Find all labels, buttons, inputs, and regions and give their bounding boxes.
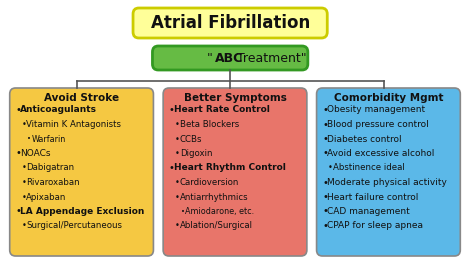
- Text: Atrial Fibrillation: Atrial Fibrillation: [151, 14, 310, 32]
- FancyBboxPatch shape: [153, 46, 308, 70]
- Text: Blood pressure control: Blood pressure control: [327, 120, 429, 129]
- Text: ": ": [207, 52, 213, 64]
- Text: •: •: [322, 134, 328, 144]
- Text: •: •: [175, 193, 180, 202]
- Text: •: •: [322, 119, 328, 130]
- Text: •: •: [322, 206, 328, 217]
- Text: •: •: [175, 178, 180, 187]
- Text: CAD management: CAD management: [327, 207, 410, 216]
- Text: Rivaroxaban: Rivaroxaban: [26, 178, 80, 187]
- Text: •: •: [175, 120, 180, 129]
- Text: Heart Rate Control: Heart Rate Control: [174, 106, 270, 114]
- Text: •: •: [328, 164, 333, 172]
- Text: Obesity management: Obesity management: [327, 106, 425, 114]
- Text: Avoid excessive alcohol: Avoid excessive alcohol: [327, 149, 435, 158]
- Text: CPAP for sleep apnea: CPAP for sleep apnea: [327, 222, 423, 231]
- Text: Cardioversion: Cardioversion: [180, 178, 239, 187]
- Text: Amiodarone, etc.: Amiodarone, etc.: [185, 207, 255, 216]
- FancyBboxPatch shape: [317, 88, 460, 256]
- Text: •: •: [21, 178, 26, 187]
- FancyBboxPatch shape: [163, 88, 307, 256]
- Text: Ablation/Surgical: Ablation/Surgical: [180, 222, 253, 231]
- Text: CCBs: CCBs: [180, 135, 202, 143]
- Text: ABC: ABC: [215, 52, 243, 64]
- Text: •: •: [169, 163, 175, 173]
- Text: Heart Rhythm Control: Heart Rhythm Control: [174, 164, 286, 172]
- Text: •: •: [322, 105, 328, 115]
- Text: •: •: [21, 120, 26, 129]
- Text: Apixaban: Apixaban: [26, 193, 66, 202]
- Text: Antiarrhythmics: Antiarrhythmics: [180, 193, 248, 202]
- Text: LA Appendage Exclusion: LA Appendage Exclusion: [20, 207, 145, 216]
- Text: •: •: [21, 164, 26, 172]
- Text: •: •: [16, 206, 21, 217]
- Text: •: •: [169, 105, 175, 115]
- Text: Better Symptoms: Better Symptoms: [183, 93, 286, 103]
- Text: •: •: [16, 148, 21, 159]
- Text: •: •: [181, 209, 185, 214]
- Text: •: •: [322, 148, 328, 159]
- Text: •: •: [175, 135, 180, 143]
- Text: Treatment": Treatment": [233, 52, 307, 64]
- Text: •: •: [322, 221, 328, 231]
- FancyBboxPatch shape: [9, 88, 154, 256]
- FancyBboxPatch shape: [133, 8, 327, 38]
- Text: Abstinence ideal: Abstinence ideal: [333, 164, 405, 172]
- Text: Heart failure control: Heart failure control: [327, 193, 419, 202]
- Text: Comorbidity Mgmt: Comorbidity Mgmt: [334, 93, 443, 103]
- Text: NOACs: NOACs: [20, 149, 51, 158]
- Text: •: •: [175, 222, 180, 231]
- Text: Anticoagulants: Anticoagulants: [20, 106, 97, 114]
- Text: Warfarin: Warfarin: [32, 135, 66, 143]
- Text: Surgical/Percutaneous: Surgical/Percutaneous: [26, 222, 122, 231]
- Text: •: •: [322, 177, 328, 188]
- Text: Beta Blockers: Beta Blockers: [180, 120, 239, 129]
- Text: Diabetes control: Diabetes control: [327, 135, 402, 143]
- Text: •: •: [322, 192, 328, 202]
- Text: •: •: [27, 136, 31, 142]
- Text: •: •: [21, 193, 26, 202]
- Text: Avoid Stroke: Avoid Stroke: [44, 93, 119, 103]
- Text: •: •: [16, 105, 21, 115]
- Text: •: •: [21, 222, 26, 231]
- Text: Dabigatran: Dabigatran: [26, 164, 74, 172]
- Text: Moderate physical activity: Moderate physical activity: [327, 178, 447, 187]
- Text: •: •: [175, 149, 180, 158]
- Text: Vitamin K Antagonists: Vitamin K Antagonists: [26, 120, 121, 129]
- Text: Digoxin: Digoxin: [180, 149, 212, 158]
